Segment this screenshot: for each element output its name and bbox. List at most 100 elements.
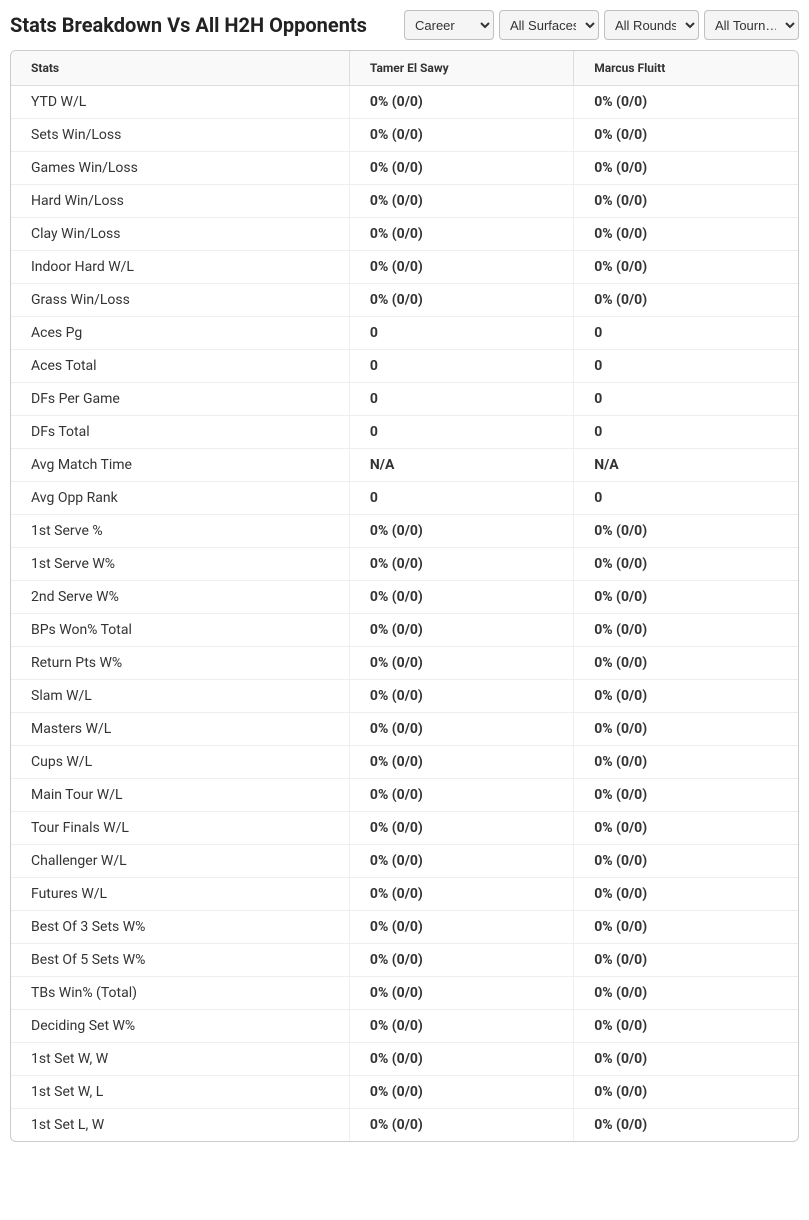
table-row: DFs Total00 (11, 416, 798, 449)
stats-table: Stats Tamer El Sawy Marcus Fluitt YTD W/… (11, 51, 798, 1141)
stat-label: Futures W/L (11, 878, 349, 911)
player2-value: 0% (0/0) (574, 746, 798, 779)
player1-value: 0% (0/0) (349, 1076, 573, 1109)
surfaces-select[interactable]: All Surfaces (499, 10, 599, 40)
table-row: Sets Win/Loss0% (0/0)0% (0/0) (11, 119, 798, 152)
player2-value: 0% (0/0) (574, 1010, 798, 1043)
player2-value: 0% (0/0) (574, 251, 798, 284)
table-header-row: Stats Tamer El Sawy Marcus Fluitt (11, 51, 798, 86)
player2-value: 0% (0/0) (574, 152, 798, 185)
player1-value: 0% (0/0) (349, 548, 573, 581)
header-row: Stats Breakdown Vs All H2H Opponents Car… (10, 10, 799, 40)
table-row: Deciding Set W%0% (0/0)0% (0/0) (11, 1010, 798, 1043)
player1-value: 0% (0/0) (349, 944, 573, 977)
stat-label: 2nd Serve W% (11, 581, 349, 614)
stat-label: Grass Win/Loss (11, 284, 349, 317)
player2-value: 0% (0/0) (574, 1076, 798, 1109)
player2-value: 0% (0/0) (574, 1109, 798, 1142)
stat-label: 1st Set W, L (11, 1076, 349, 1109)
filter-group: Career All Surfaces All Rounds All Tourn… (404, 10, 799, 40)
player1-value: 0 (349, 383, 573, 416)
table-row: Aces Pg00 (11, 317, 798, 350)
table-row: Futures W/L0% (0/0)0% (0/0) (11, 878, 798, 911)
table-row: Best Of 5 Sets W%0% (0/0)0% (0/0) (11, 944, 798, 977)
player2-value: 0 (574, 350, 798, 383)
page-title: Stats Breakdown Vs All H2H Opponents (10, 13, 367, 37)
stat-label: 1st Serve % (11, 515, 349, 548)
player2-value: 0 (574, 317, 798, 350)
player1-value: 0 (349, 482, 573, 515)
player2-value: 0% (0/0) (574, 647, 798, 680)
stat-label: Main Tour W/L (11, 779, 349, 812)
player2-value: 0% (0/0) (574, 581, 798, 614)
stat-label: Return Pts W% (11, 647, 349, 680)
table-row: Hard Win/Loss0% (0/0)0% (0/0) (11, 185, 798, 218)
player1-value: 0% (0/0) (349, 680, 573, 713)
stat-label: Aces Pg (11, 317, 349, 350)
stat-label: BPs Won% Total (11, 614, 349, 647)
stat-label: 1st Set W, W (11, 1043, 349, 1076)
stat-label: 1st Serve W% (11, 548, 349, 581)
player2-value: 0% (0/0) (574, 119, 798, 152)
player2-value: 0% (0/0) (574, 680, 798, 713)
table-row: Aces Total00 (11, 350, 798, 383)
player2-value: 0 (574, 416, 798, 449)
player1-value: 0% (0/0) (349, 1010, 573, 1043)
player1-value: 0% (0/0) (349, 845, 573, 878)
player2-value: 0% (0/0) (574, 1043, 798, 1076)
player2-value: 0% (0/0) (574, 86, 798, 119)
player1-value: 0% (0/0) (349, 911, 573, 944)
player2-value: 0% (0/0) (574, 845, 798, 878)
table-row: Challenger W/L0% (0/0)0% (0/0) (11, 845, 798, 878)
table-row: Best Of 3 Sets W%0% (0/0)0% (0/0) (11, 911, 798, 944)
stat-label: Sets Win/Loss (11, 119, 349, 152)
column-header-player2: Marcus Fluitt (574, 51, 798, 86)
player1-value: 0% (0/0) (349, 614, 573, 647)
table-row: Return Pts W%0% (0/0)0% (0/0) (11, 647, 798, 680)
stat-label: Clay Win/Loss (11, 218, 349, 251)
stats-table-container: Stats Tamer El Sawy Marcus Fluitt YTD W/… (10, 50, 799, 1142)
table-row: Grass Win/Loss0% (0/0)0% (0/0) (11, 284, 798, 317)
player1-value: 0% (0/0) (349, 218, 573, 251)
table-row: Games Win/Loss0% (0/0)0% (0/0) (11, 152, 798, 185)
table-row: BPs Won% Total0% (0/0)0% (0/0) (11, 614, 798, 647)
column-header-player1: Tamer El Sawy (349, 51, 573, 86)
player1-value: 0% (0/0) (349, 515, 573, 548)
player2-value: 0% (0/0) (574, 812, 798, 845)
player1-value: 0% (0/0) (349, 284, 573, 317)
player1-value: 0% (0/0) (349, 977, 573, 1010)
player1-value: 0 (349, 317, 573, 350)
table-row: Masters W/L0% (0/0)0% (0/0) (11, 713, 798, 746)
table-row: Slam W/L0% (0/0)0% (0/0) (11, 680, 798, 713)
stat-label: Masters W/L (11, 713, 349, 746)
player2-value: 0% (0/0) (574, 548, 798, 581)
player2-value: 0 (574, 482, 798, 515)
player1-value: 0% (0/0) (349, 119, 573, 152)
player1-value: 0% (0/0) (349, 812, 573, 845)
stat-label: Slam W/L (11, 680, 349, 713)
player1-value: 0% (0/0) (349, 152, 573, 185)
table-row: DFs Per Game00 (11, 383, 798, 416)
player1-value: 0% (0/0) (349, 86, 573, 119)
stat-label: Indoor Hard W/L (11, 251, 349, 284)
rounds-select[interactable]: All Rounds (604, 10, 699, 40)
player2-value: 0% (0/0) (574, 911, 798, 944)
player2-value: 0% (0/0) (574, 713, 798, 746)
player1-value: 0 (349, 350, 573, 383)
player1-value: 0% (0/0) (349, 779, 573, 812)
stat-label: Best Of 5 Sets W% (11, 944, 349, 977)
stat-label: Challenger W/L (11, 845, 349, 878)
career-select[interactable]: Career (404, 10, 494, 40)
player1-value: 0% (0/0) (349, 713, 573, 746)
stat-label: Games Win/Loss (11, 152, 349, 185)
stat-label: DFs Total (11, 416, 349, 449)
table-row: 1st Serve %0% (0/0)0% (0/0) (11, 515, 798, 548)
table-row: 1st Set L, W0% (0/0)0% (0/0) (11, 1109, 798, 1142)
stat-label: Hard Win/Loss (11, 185, 349, 218)
stat-label: Deciding Set W% (11, 1010, 349, 1043)
table-row: 1st Serve W%0% (0/0)0% (0/0) (11, 548, 798, 581)
stat-label: YTD W/L (11, 86, 349, 119)
tournaments-select[interactable]: All Tourn… (704, 10, 799, 40)
player1-value: 0% (0/0) (349, 1043, 573, 1076)
player1-value: 0% (0/0) (349, 581, 573, 614)
